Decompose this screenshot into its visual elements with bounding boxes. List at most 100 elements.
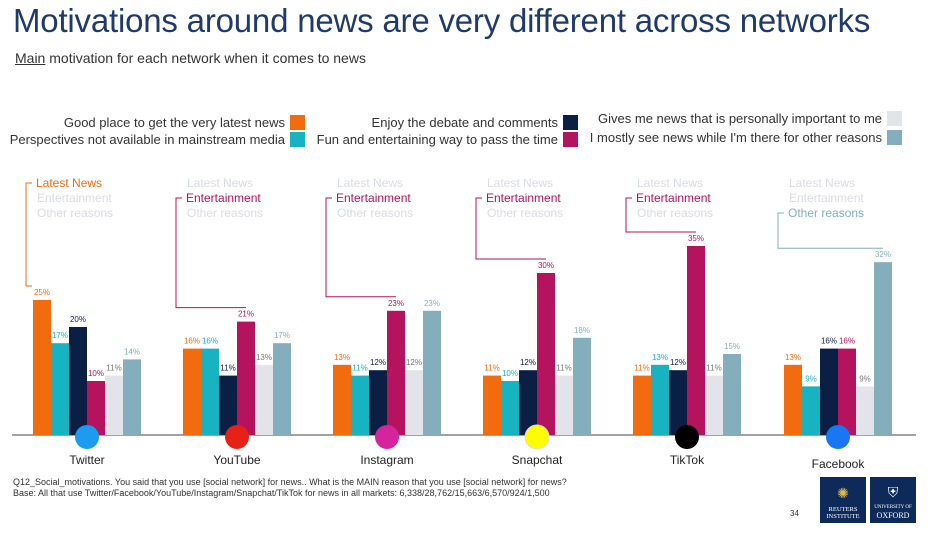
category-label: Facebook <box>812 457 866 471</box>
subtitle-emphasis: Main <box>15 50 46 66</box>
data-label: 18% <box>574 326 590 335</box>
data-label: 21% <box>238 310 254 319</box>
data-label: 11% <box>484 364 499 373</box>
data-label: 23% <box>424 299 440 308</box>
data-label: 9% <box>805 374 817 383</box>
bar <box>333 364 351 435</box>
data-label: 17% <box>274 331 290 340</box>
legend-label: Fun and entertaining way to pass the tim… <box>316 132 558 147</box>
bar <box>555 375 573 435</box>
oxford-crest-icon: ⛨ <box>887 486 899 501</box>
bar <box>838 348 856 435</box>
footnote-base: Base: All that use Twitter/Facebook/YouT… <box>13 488 550 498</box>
data-label: 12% <box>406 358 422 367</box>
data-label: 12% <box>520 358 536 367</box>
data-label: 12% <box>670 358 686 367</box>
bar <box>273 343 291 435</box>
facebook-icon <box>826 425 850 449</box>
bar <box>423 310 441 435</box>
bar <box>705 375 723 435</box>
twitter-icon <box>75 425 99 449</box>
legend-label: I mostly see news while I'm there for ot… <box>589 130 882 145</box>
data-label: 17% <box>52 331 68 340</box>
page-title: Motivations around news are very differe… <box>13 2 871 39</box>
annotation-label: Entertainment <box>336 191 411 205</box>
annotation-bracket <box>325 197 396 298</box>
legend-label: Gives me news that is personally importa… <box>598 111 882 126</box>
annotation-label: Entertainment <box>186 191 261 205</box>
bar <box>573 337 591 435</box>
bar <box>633 375 651 435</box>
data-label: 13% <box>652 353 668 362</box>
annotation-label: Other reasons <box>337 206 413 220</box>
data-label: 13% <box>334 353 350 362</box>
annotation-label: Latest News <box>36 176 102 190</box>
legend-item-other-reasons: I mostly see news while I'm there for ot… <box>580 130 902 146</box>
bar <box>51 343 69 435</box>
data-label: 35% <box>688 234 704 243</box>
page-number: 34 <box>790 509 799 518</box>
annotation-bracket <box>175 197 246 309</box>
annotation-label: Latest News <box>637 176 703 190</box>
annotation-bracket <box>475 197 546 260</box>
oxford-logo: ⛨ UNIVERSITY OF OXFORD <box>870 477 916 523</box>
bar <box>123 359 141 435</box>
bar <box>33 300 51 435</box>
logo-text-small: UNIVERSITY OF <box>874 505 912 510</box>
bar <box>219 375 237 435</box>
category-label: Instagram <box>360 453 413 467</box>
bar <box>255 364 273 435</box>
annotation-label: Other reasons <box>487 206 563 220</box>
bar <box>501 381 519 435</box>
category-label: YouTube <box>213 453 260 467</box>
footnote: Q12_Social_motivations. You said that yo… <box>13 477 567 499</box>
annotation-bracket <box>25 182 32 287</box>
legend-swatch <box>887 130 902 145</box>
category-label: Twitter <box>69 453 104 467</box>
data-label: 10% <box>88 369 104 378</box>
bar <box>687 246 705 435</box>
annotation-label: Other reasons <box>637 206 713 220</box>
bar <box>369 370 387 435</box>
bar <box>669 370 687 435</box>
annotation-label: Other reasons <box>187 206 263 220</box>
bar <box>387 310 405 435</box>
annotation-label: Latest News <box>337 176 403 190</box>
legend-label: Perspectives not available in mainstream… <box>9 132 285 147</box>
data-label: 10% <box>502 369 518 378</box>
bar <box>651 364 669 435</box>
data-label: 13% <box>256 353 272 362</box>
bar <box>351 375 369 435</box>
data-label: 23% <box>388 299 404 308</box>
annotation-bracket <box>625 197 696 233</box>
data-label: 11% <box>352 364 367 373</box>
bar <box>69 327 87 435</box>
data-label: 11% <box>106 364 121 373</box>
legend-label: Enjoy the debate and comments <box>371 115 558 130</box>
legend-item-perspectives: Perspectives not available in mainstream… <box>0 132 305 148</box>
subtitle-text: motivation for each network when it come… <box>45 50 366 66</box>
category-label: TikTok <box>670 453 705 467</box>
logo-text: REUTERS INSTITUTE <box>826 506 860 520</box>
bar <box>405 370 423 435</box>
bar <box>537 273 555 435</box>
bar <box>874 262 892 435</box>
data-label: 11% <box>220 364 235 373</box>
legend-item-personally-important: Gives me news that is personally importa… <box>580 111 902 127</box>
data-label: 16% <box>839 337 855 346</box>
category-label: Snapchat <box>512 453 563 467</box>
legend-swatch <box>290 132 305 147</box>
data-label: 12% <box>370 358 386 367</box>
annotation-label: Latest News <box>789 176 855 190</box>
bar <box>201 348 219 435</box>
annotation-label: Entertainment <box>789 191 864 205</box>
data-label: 11% <box>556 364 571 373</box>
bar <box>784 364 802 435</box>
bar <box>237 321 255 435</box>
data-label: 32% <box>875 250 891 259</box>
annotation-bracket <box>777 212 883 249</box>
bar <box>723 354 741 435</box>
data-label: 15% <box>724 342 740 351</box>
footnote-question: Q12_Social_motivations. You said that yo… <box>13 477 567 487</box>
